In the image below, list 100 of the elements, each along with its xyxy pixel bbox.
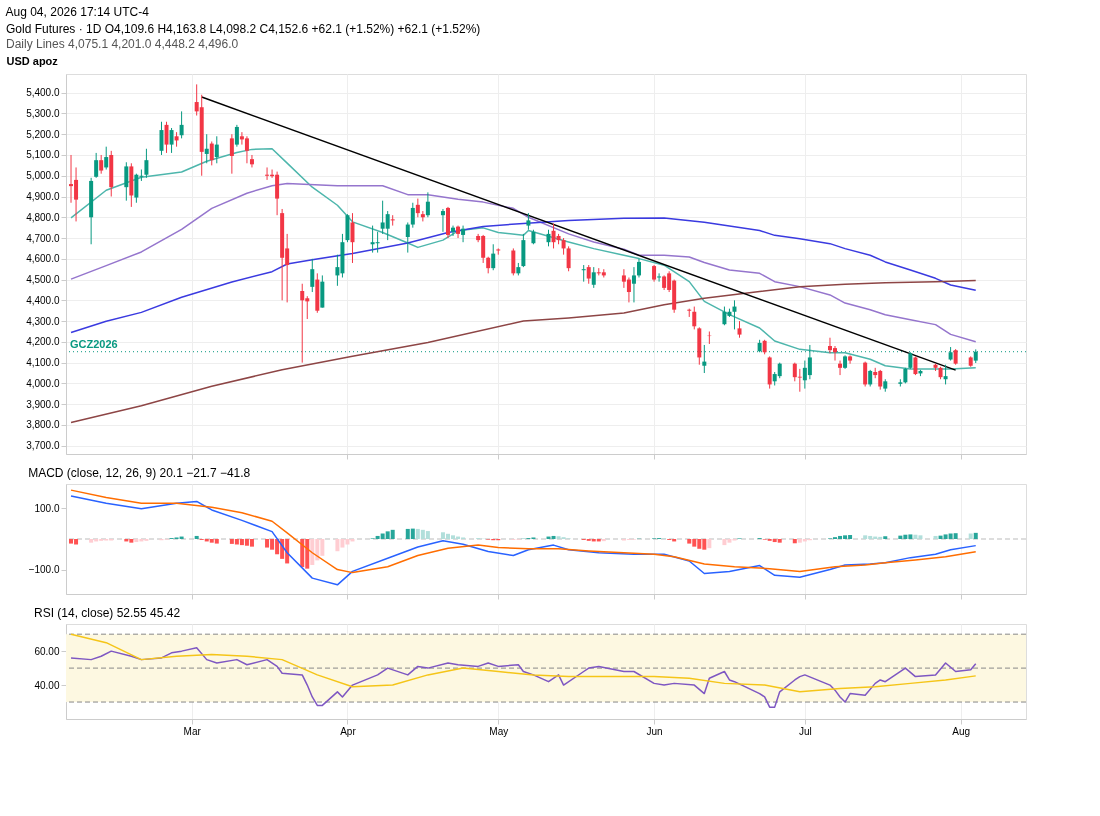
bar	[687, 539, 692, 544]
candlestick	[204, 133, 209, 164]
text: Aug 04, 2026 17:14 UTC-4	[5, 4, 150, 19]
candlestick	[214, 135, 219, 164]
candlestick	[732, 299, 737, 330]
candlestick	[626, 277, 631, 303]
candlestick	[375, 231, 380, 254]
candlestick	[863, 361, 868, 388]
y-tick-label: 4,300.0	[26, 315, 60, 327]
bar	[973, 532, 978, 539]
candlestick	[451, 225, 456, 237]
y-tick-label: 3,700.0	[26, 440, 60, 452]
candlestick	[134, 173, 139, 204]
bar	[265, 539, 270, 548]
bar	[390, 529, 395, 539]
candlestick	[657, 272, 662, 283]
x-tick-label: May	[489, 725, 509, 737]
candlestick	[511, 247, 516, 276]
bar	[214, 539, 219, 544]
candlestick	[244, 135, 249, 164]
y-tick-label: 5,200.0	[26, 128, 60, 140]
candlestick	[797, 368, 802, 393]
candlestick	[586, 264, 591, 285]
bar	[707, 539, 712, 549]
candlestick	[807, 344, 812, 380]
candlestick	[405, 221, 410, 254]
y-tick-label: 5,400.0	[26, 87, 60, 99]
bar	[883, 536, 888, 539]
candlestick	[943, 364, 948, 385]
candlestick	[104, 146, 109, 171]
chart-title: MACD (close, 12, 26, 9) 20.1 −21.7 −41.8	[28, 466, 251, 480]
candlestick	[566, 245, 571, 272]
candlestick	[631, 266, 636, 303]
candlestick	[461, 225, 466, 243]
candlestick	[722, 306, 727, 326]
x-tick-label: Mar	[183, 725, 202, 737]
y-tick-label: 4,500.0	[26, 274, 60, 286]
bar	[777, 539, 782, 543]
candlestick	[159, 121, 164, 156]
candlestick	[234, 124, 239, 148]
candlestick	[491, 243, 496, 271]
candlestick	[229, 133, 234, 175]
y-tick-label: −100.0	[28, 564, 60, 576]
candlestick	[636, 258, 641, 278]
y-tick-label: 5,000.0	[26, 170, 60, 182]
candlestick	[838, 360, 843, 376]
candlestick	[179, 110, 184, 139]
candlestick	[581, 264, 586, 283]
y-tick-label: 5,300.0	[26, 107, 60, 119]
candlestick	[792, 362, 797, 382]
candlestick	[420, 210, 425, 222]
candlestick	[848, 354, 853, 365]
y-tick-label: 60.00	[34, 645, 60, 657]
y-tick-label: 5,100.0	[26, 149, 60, 161]
candlestick	[350, 212, 355, 264]
candlestick	[310, 258, 315, 293]
candlestick	[425, 191, 430, 218]
candlestick	[169, 127, 174, 154]
candlestick	[913, 355, 918, 376]
y-tick-label: 4,100.0	[26, 357, 60, 369]
y-tick-label: 4,700.0	[26, 232, 60, 244]
x-tick-label: Jul	[798, 725, 812, 737]
x-tick-label: Jun	[646, 725, 663, 737]
candlestick	[99, 154, 104, 175]
bar	[89, 539, 94, 543]
bar	[410, 528, 415, 539]
y-tick-label: 4,000.0	[26, 377, 60, 389]
candlestick	[164, 121, 169, 154]
candlestick	[265, 166, 270, 181]
line-series	[70, 148, 977, 370]
bar	[722, 539, 727, 546]
line-series	[70, 633, 977, 693]
y-tick-label: 40.00	[34, 679, 60, 691]
bar	[249, 539, 254, 547]
chart-title: Gold Futures · 1D O4,109.6 H4,163.8 L4,098.2 C4,152.6 +62.1 (+1.52%) +62.1 (+1.52%)	[6, 22, 481, 36]
candlestick	[249, 154, 254, 168]
line-series	[70, 495, 977, 586]
y-tick-label: 100.0	[34, 502, 60, 514]
bar	[898, 535, 903, 539]
x-tick-label: Aug	[952, 725, 971, 737]
candlestick	[124, 161, 129, 202]
line-series	[70, 647, 977, 708]
candlestick	[692, 306, 697, 330]
bar	[933, 535, 938, 539]
bar	[335, 539, 340, 552]
candlestick	[591, 266, 596, 289]
bar	[968, 533, 973, 539]
chart-subtitle: Daily Lines 4,075.1 4,201.0 4,448.2 4,496.0	[6, 37, 239, 51]
line-series	[70, 489, 977, 574]
bar	[551, 535, 556, 539]
bar	[792, 539, 797, 544]
candlestick	[385, 210, 390, 241]
candlestick	[69, 154, 74, 204]
y-tick-label: 4,400.0	[26, 294, 60, 306]
y-tick-label: 3,900.0	[26, 398, 60, 410]
candlestick	[415, 198, 420, 218]
bar	[863, 535, 868, 539]
y-tick-label: 3,800.0	[26, 419, 60, 431]
candlestick	[94, 152, 99, 179]
bar	[134, 539, 139, 543]
